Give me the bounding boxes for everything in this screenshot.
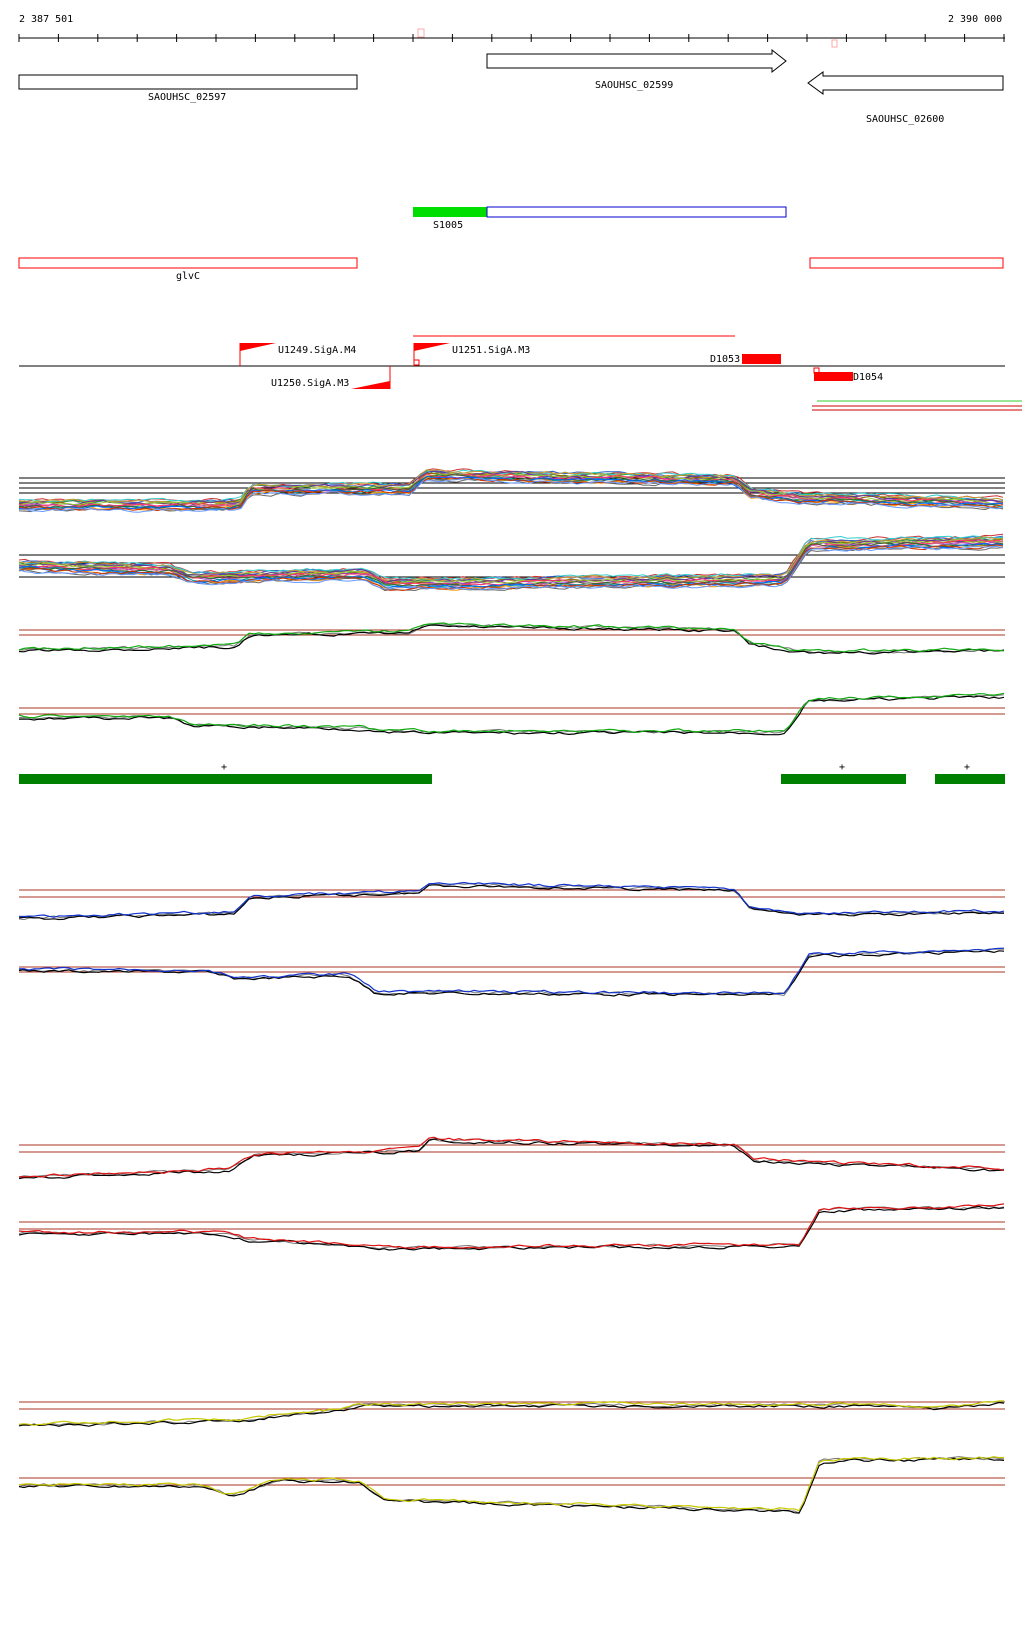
segment-green-block[interactable]: [413, 207, 487, 217]
segment-label: S1005: [433, 220, 463, 231]
plus-mark-1: +: [221, 762, 227, 773]
profile-yellow: [18, 1400, 1005, 1514]
ruler-start-label: 2 387 501: [19, 14, 73, 25]
red-feature-track: glvC: [18, 257, 1004, 282]
gene-label-02600: SAOUHSC_02600: [866, 114, 944, 125]
gene-label-02599: SAOUHSC_02599: [595, 80, 673, 91]
green-segment-1[interactable]: [19, 774, 432, 784]
green-segment-2[interactable]: [781, 774, 906, 784]
plus-mark-2: +: [839, 762, 845, 773]
terminator-label-d1054: D1054: [853, 372, 883, 383]
gene-arrow-02600[interactable]: [807, 71, 1004, 95]
green-segment-3[interactable]: [935, 774, 1005, 784]
promoter-label-u1249: U1249.SigA.M4: [278, 345, 356, 356]
promoter-track: U1249.SigA.M4 U1250.SigA.M3 U1251.SigA.M…: [19, 335, 1022, 411]
terminator-label-d1053: D1053: [710, 354, 740, 365]
terminator-d1053[interactable]: [742, 354, 781, 364]
profile-blue: [18, 881, 1005, 997]
glvc-label: glvC: [176, 271, 200, 282]
promoter-flag-u1249[interactable]: [240, 343, 276, 351]
segment-track: S1005: [413, 206, 787, 231]
plus-mark-3: +: [964, 762, 970, 773]
promoter-label-u1250: U1250.SigA.M3: [271, 378, 349, 389]
promoter-label-u1251: U1251.SigA.M3: [452, 345, 530, 356]
profile-green: [18, 622, 1005, 736]
ruler-ticks: [18, 34, 1005, 42]
glvc-box[interactable]: [18, 257, 358, 269]
green-segment-track: + + +: [19, 762, 1005, 784]
gene-arrow-02597[interactable]: [18, 74, 358, 90]
expression-bundle-reverse: [18, 533, 1005, 592]
coordinate-ruler: 2 387 501 2 390 000: [18, 14, 1005, 48]
expression-bundle-forward: [18, 468, 1005, 513]
gene-label-02597: SAOUHSC_02597: [148, 92, 226, 103]
promoter-flag-u1251[interactable]: [414, 343, 450, 351]
glvc-box-right[interactable]: [809, 257, 1004, 269]
promoter-flag-u1250[interactable]: [351, 381, 390, 389]
ruler-end-label: 2 390 000: [948, 14, 1002, 25]
terminator-d1054[interactable]: [814, 372, 853, 381]
segment-blue-block[interactable]: [486, 206, 787, 218]
gene-track: SAOUHSC_02597 SAOUHSC_02599 SAOUHSC_0260…: [18, 48, 1004, 125]
profile-red: [18, 1136, 1005, 1251]
gene-arrow-02599[interactable]: [486, 48, 787, 74]
